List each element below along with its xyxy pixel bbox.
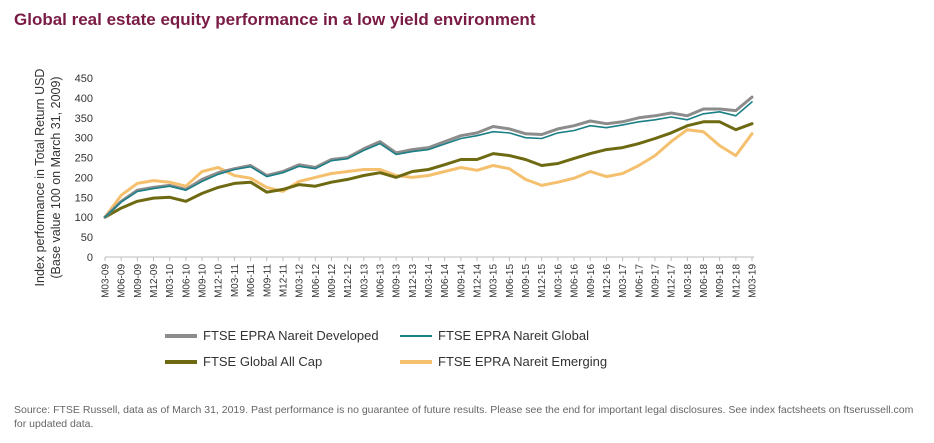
legend-label: FTSE EPRA Nareit Global xyxy=(438,328,589,343)
legend-item-global-all-cap: FTSE Global All Cap xyxy=(165,354,322,369)
series-line-2 xyxy=(103,120,754,219)
y-tick-label: 0 xyxy=(87,252,93,264)
y-tick-label: 200 xyxy=(75,172,93,184)
x-tick-label: M06-10 xyxy=(181,264,192,298)
y-tick-label: 350 xyxy=(75,113,93,125)
legend-label: FTSE EPRA Nareit Emerging xyxy=(438,354,608,369)
x-tick-label: M03-19 xyxy=(748,264,759,298)
x-tick-label: M03-18 xyxy=(683,264,694,298)
y-tick-label: 400 xyxy=(75,93,93,105)
x-tick-label: M09-15 xyxy=(521,264,532,298)
x-tick-label: M09-16 xyxy=(586,264,597,298)
x-tick-label: M06-17 xyxy=(634,264,645,298)
y-axis-title: Index performance in Total Return USD xyxy=(33,69,47,287)
x-tick-label: M03-16 xyxy=(553,264,564,298)
x-tick-label: M09-12 xyxy=(327,264,338,298)
series-line-0 xyxy=(103,95,754,219)
x-tick-label: M12-09 xyxy=(149,264,160,298)
legend-item-emerging: FTSE EPRA Nareit Emerging xyxy=(400,354,607,369)
y-tick-label: 150 xyxy=(75,192,93,204)
axes: 0 50 100 150 200 250 300 350 400 450 Index perform… xyxy=(33,69,759,298)
x-tick-label: M12-13 xyxy=(408,264,419,298)
x-tick-label: M03-11 xyxy=(230,264,241,298)
x-tick-label: M12-18 xyxy=(731,264,742,298)
x-tick-label: M09-11 xyxy=(262,264,273,298)
line-chart: 0 50 100 150 200 250 300 350 400 450 Index perform… xyxy=(33,69,759,298)
legend-label: FTSE Global All Cap xyxy=(203,354,323,369)
source-note: Source: FTSE Russell, data as of March 3… xyxy=(14,404,914,430)
x-tick-label: M03-15 xyxy=(489,264,500,298)
x-tick-label: M06-15 xyxy=(505,264,516,298)
x-tick-label: M06-18 xyxy=(699,264,710,298)
x-tick-label: M06-12 xyxy=(311,264,322,298)
x-tick-label: M06-14 xyxy=(440,264,451,298)
x-tick-label: M09-14 xyxy=(456,264,467,298)
x-tick-label: M09-09 xyxy=(133,264,144,298)
x-tick-label: M06-16 xyxy=(570,264,581,298)
y-tick-label: 450 xyxy=(75,73,93,85)
legend-swatch xyxy=(400,359,432,364)
x-tick-label: M03-14 xyxy=(424,264,435,298)
x-tick-label: M12-16 xyxy=(602,264,613,298)
x-tick-label: M09-18 xyxy=(715,264,726,298)
legend-item-global: FTSE EPRA Nareit Global xyxy=(400,328,589,343)
chart-title: Global real estate equity performance in… xyxy=(14,10,536,29)
x-tick-label: M09-13 xyxy=(392,264,403,298)
legend-item-developed: FTSE EPRA Nareit Developed xyxy=(165,328,379,343)
x-tick-label: M03-10 xyxy=(165,264,176,298)
legend-swatch xyxy=(165,359,197,364)
x-tick-label: M12-12 xyxy=(343,264,354,298)
x-tick-label: M12-14 xyxy=(473,264,484,298)
x-tick-label: M12-17 xyxy=(667,264,678,298)
x-tick-label: M03-12 xyxy=(295,264,306,298)
y-tick-label: 100 xyxy=(75,212,93,224)
series-line-1 xyxy=(104,101,753,218)
x-tick-label: M06-11 xyxy=(246,264,257,298)
x-tick-label: M12-10 xyxy=(214,264,225,298)
series-line-3 xyxy=(103,128,754,219)
legend-swatch xyxy=(165,333,197,338)
y-tick-label: 250 xyxy=(75,153,93,165)
x-tick-label: M09-17 xyxy=(650,264,661,298)
x-tick-label: M03-17 xyxy=(618,264,629,298)
y-tick-label: 300 xyxy=(75,133,93,145)
x-tick-label: M12-15 xyxy=(537,264,548,298)
x-tick-label: M06-13 xyxy=(375,264,386,298)
x-tick-label: M12-11 xyxy=(278,264,289,298)
legend-swatch xyxy=(400,334,432,337)
legend-label: FTSE EPRA Nareit Developed xyxy=(203,328,379,343)
x-tick-label: M03-13 xyxy=(359,264,370,298)
y-tick-label: 50 xyxy=(81,232,93,244)
x-tick-label: M09-10 xyxy=(198,264,209,298)
x-tick-label: M03-09 xyxy=(101,264,112,298)
series-lines xyxy=(103,95,754,219)
y-axis-title-line2: (Base value 100 on March 31, 2009) xyxy=(49,76,63,278)
x-tick-label: M06-09 xyxy=(117,264,128,298)
